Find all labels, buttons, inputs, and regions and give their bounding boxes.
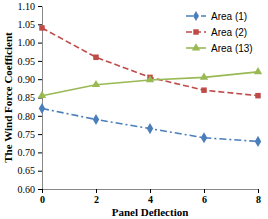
y-tick-label: 0.90 bbox=[18, 74, 36, 85]
y-tick: 0.95 bbox=[18, 56, 43, 67]
plot: 0.60 0.65 0.70 0.75 0.80 0.85 0.90 0.95 1.00 1.05… bbox=[18, 1, 263, 205]
legend-marker bbox=[192, 43, 200, 50]
y-tick: 0.70 bbox=[18, 147, 43, 158]
x-tick: 6 bbox=[202, 189, 207, 205]
legend-label: Area (2) bbox=[211, 27, 247, 38]
y-tick-mark bbox=[38, 79, 42, 80]
x-tick-mark bbox=[150, 189, 151, 193]
y-tick-label: 1.10 bbox=[18, 1, 36, 12]
y-tick-label: 0.65 bbox=[18, 165, 36, 176]
x-tick: 4 bbox=[148, 189, 153, 205]
marks bbox=[38, 25, 262, 147]
x-tick-label: 0 bbox=[40, 194, 45, 205]
legend-item: Area (2) bbox=[186, 27, 247, 38]
y-tick: 0.65 bbox=[18, 165, 43, 176]
legend-marker bbox=[193, 29, 198, 34]
x-tick: 0 bbox=[40, 189, 45, 205]
y-tick: 1.10 bbox=[18, 1, 43, 12]
y-tick: 0.90 bbox=[18, 74, 43, 85]
y-tick: 0.75 bbox=[18, 129, 43, 140]
y-tick-mark bbox=[38, 152, 42, 153]
y-tick-label: 0.75 bbox=[18, 129, 36, 140]
x-tick-label: 2 bbox=[94, 194, 99, 205]
y-tick-label: 1.05 bbox=[18, 19, 36, 30]
y-tick-label: 0.80 bbox=[18, 111, 36, 122]
legend-item: Area (1) bbox=[186, 11, 247, 22]
y-tick-mark bbox=[38, 116, 42, 117]
y-tick-label: 1.00 bbox=[18, 37, 36, 48]
y-tick: 0.80 bbox=[18, 111, 43, 122]
x-axis: 0 2 4 6 8 bbox=[40, 189, 261, 205]
series-marker bbox=[147, 123, 153, 134]
legend-item: Area (13) bbox=[186, 43, 253, 54]
chart: 0.60 0.65 0.70 0.75 0.80 0.85 0.90 0.95 1.00 1.05… bbox=[0, 0, 268, 219]
x-tick: 8 bbox=[256, 189, 261, 205]
series-line bbox=[42, 108, 258, 141]
x-tick: 2 bbox=[94, 189, 99, 205]
series-marker bbox=[93, 55, 98, 60]
series-marker bbox=[201, 87, 206, 92]
x-tick-label: 4 bbox=[148, 194, 153, 205]
legend-marker bbox=[193, 11, 199, 21]
series-marker bbox=[254, 67, 262, 74]
series-marker bbox=[39, 103, 45, 114]
legend-label: Area (13) bbox=[211, 43, 253, 54]
y-tick-mark bbox=[38, 61, 42, 62]
series-marker bbox=[200, 73, 208, 80]
x-tick-mark bbox=[42, 189, 43, 193]
y-tick-mark bbox=[38, 171, 42, 172]
y-tick: 1.00 bbox=[18, 37, 43, 48]
y-tick-mark bbox=[38, 24, 42, 25]
y-tick-label: 0.95 bbox=[18, 56, 36, 67]
x-axis-title: Panel Deflection bbox=[112, 206, 189, 218]
series-line bbox=[42, 72, 258, 96]
y-tick: 0.60 bbox=[18, 184, 43, 195]
y-tick-mark bbox=[38, 189, 42, 190]
legend-label: Area (1) bbox=[211, 11, 247, 22]
series-marker bbox=[39, 25, 44, 30]
series-line bbox=[42, 28, 258, 96]
y-tick-label: 0.70 bbox=[18, 147, 36, 158]
x-tick-label: 8 bbox=[256, 194, 261, 205]
series-marker bbox=[38, 91, 46, 98]
y-tick-mark bbox=[38, 43, 42, 44]
x-tick-mark bbox=[258, 189, 259, 193]
x-tick-mark bbox=[204, 189, 205, 193]
series-marker bbox=[201, 132, 207, 143]
x-tick-mark bbox=[96, 189, 97, 193]
y-axis-title: The Wind Force Coefficient bbox=[2, 32, 14, 163]
series-marker bbox=[92, 80, 100, 87]
series-marker bbox=[255, 136, 261, 147]
y-tick-mark bbox=[38, 6, 42, 7]
series-marker bbox=[146, 75, 154, 82]
y-tick-mark bbox=[38, 134, 42, 135]
y-tick-label: 0.85 bbox=[18, 92, 36, 103]
series-marker bbox=[93, 114, 99, 125]
y-tick: 1.05 bbox=[18, 19, 43, 30]
legend: Area (1) Area (2) Area (13) bbox=[186, 11, 253, 54]
y-tick-label: 0.60 bbox=[18, 184, 36, 195]
series-marker bbox=[255, 93, 260, 98]
x-tick-label: 6 bbox=[202, 194, 207, 205]
